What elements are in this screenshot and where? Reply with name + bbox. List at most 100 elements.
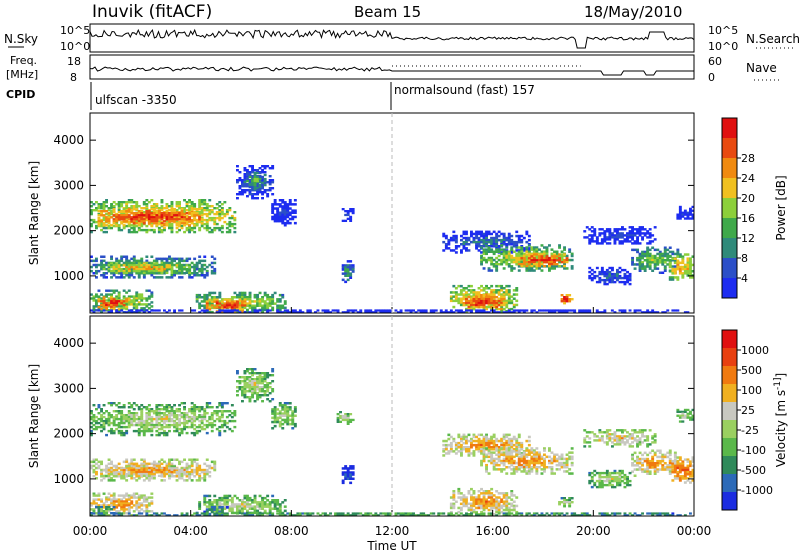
heatmap-cell — [97, 224, 101, 227]
heatmap-cell — [555, 256, 559, 260]
heatmap-cell — [230, 511, 234, 515]
heatmap-cell — [213, 220, 217, 224]
heatmap-cell — [198, 406, 202, 409]
heatmap-cell — [100, 301, 103, 304]
heatmap-cell — [150, 470, 154, 474]
heatmap-cell — [107, 305, 111, 308]
heatmap-cell — [465, 238, 468, 242]
heatmap-cell — [115, 510, 119, 513]
heatmap-cell — [155, 408, 159, 411]
heatmap-cell — [180, 224, 184, 228]
heatmap-cell — [125, 311, 129, 314]
heatmap-cell — [110, 255, 113, 258]
heatmap-cell — [233, 410, 237, 413]
heatmap-cell — [505, 249, 509, 252]
heatmap-cell — [482, 243, 486, 246]
heatmap-cell — [152, 412, 156, 415]
heatmap-cell — [646, 246, 650, 249]
heatmap-cell — [525, 309, 529, 312]
heatmap-cell — [208, 302, 212, 305]
heatmap-cell — [409, 311, 413, 314]
heatmap-cell — [188, 209, 191, 212]
heatmap-cell — [100, 274, 103, 277]
heatmap-cell — [112, 208, 116, 211]
heatmap-cell — [480, 256, 483, 260]
heatmap-cell — [487, 248, 491, 251]
heatmap-cell — [558, 309, 561, 312]
heatmap-cell — [205, 300, 209, 303]
heatmap-cell — [105, 307, 108, 311]
heatmap-cell — [157, 222, 161, 225]
heatmap-cell — [253, 293, 257, 297]
heatmap-cell — [472, 301, 476, 305]
heatmap-cell — [477, 305, 481, 309]
heatmap-cell — [210, 406, 214, 409]
heatmap-cell — [273, 217, 277, 221]
heatmap-cell — [651, 311, 655, 314]
heatmap-cell — [590, 236, 594, 239]
heatmap-cell — [213, 269, 217, 273]
heatmap-cell — [598, 278, 602, 282]
heatmap-cell — [183, 263, 186, 267]
heatmap-cell — [198, 425, 202, 429]
heatmap-cell — [205, 293, 209, 297]
heatmap-cell — [482, 256, 486, 260]
heatmap-cell — [215, 216, 219, 220]
heatmap-cell — [215, 300, 219, 303]
heatmap-cell — [251, 501, 254, 504]
heatmap-cell — [266, 306, 270, 310]
heatmap-cell — [208, 209, 212, 212]
heatmap-cell — [286, 209, 290, 212]
heatmap-cell — [512, 303, 516, 307]
heatmap-cell — [170, 271, 174, 274]
heatmap-cell — [689, 272, 692, 275]
heatmap-cell — [223, 505, 227, 508]
heatmap-cell — [656, 261, 660, 264]
heatmap-cell — [482, 258, 486, 262]
heatmap-cell — [681, 267, 685, 271]
heatmap-cell — [253, 300, 257, 303]
heatmap-cell — [502, 236, 506, 240]
heatmap-cell — [611, 236, 614, 239]
heatmap-cell — [203, 209, 207, 212]
heatmap-cell — [673, 276, 677, 279]
heatmap-cell — [457, 245, 461, 248]
heatmap-cell — [648, 265, 652, 268]
heatmap-cell — [563, 253, 566, 256]
heatmap-cell — [107, 289, 111, 292]
heatmap-cell — [160, 218, 164, 221]
heatmap-cell — [210, 209, 214, 212]
heatmap-cell — [127, 272, 131, 275]
heatmap-cell — [208, 205, 212, 208]
heatmap-cell — [613, 236, 617, 239]
heatmap-cell — [145, 496, 149, 499]
heatmap-cell — [140, 265, 144, 269]
heatmap-cell — [115, 266, 119, 269]
heatmap-cell — [150, 421, 154, 425]
heatmap-cell — [135, 268, 139, 271]
heatmap-cell — [130, 266, 134, 269]
heatmap-cell — [183, 220, 186, 224]
heatmap-cell — [253, 173, 257, 177]
heatmap-cell — [251, 183, 254, 187]
station-title: Inuvik (fitACF) — [92, 2, 212, 22]
heatmap-cell — [160, 266, 164, 269]
heatmap-cell — [173, 274, 176, 277]
heatmap-cell — [122, 469, 126, 472]
heatmap-cell — [178, 309, 181, 312]
heatmap-cell — [115, 218, 119, 221]
heatmap-cell — [288, 207, 292, 210]
heatmap-cell — [520, 252, 524, 256]
heatmap-cell — [195, 425, 199, 429]
heatmap-cell — [495, 240, 499, 244]
heatmap-cell — [381, 309, 385, 312]
heatmap-cell — [281, 501, 285, 504]
heatmap-cell — [261, 197, 264, 200]
heatmap-cell — [208, 512, 212, 516]
heatmap-cell — [276, 499, 280, 502]
heatmap-cell — [238, 511, 242, 515]
heatmap-cell — [90, 429, 93, 433]
heatmap-cell — [603, 270, 607, 274]
heatmap-cell — [105, 417, 108, 421]
heatmap-cell — [505, 293, 509, 296]
